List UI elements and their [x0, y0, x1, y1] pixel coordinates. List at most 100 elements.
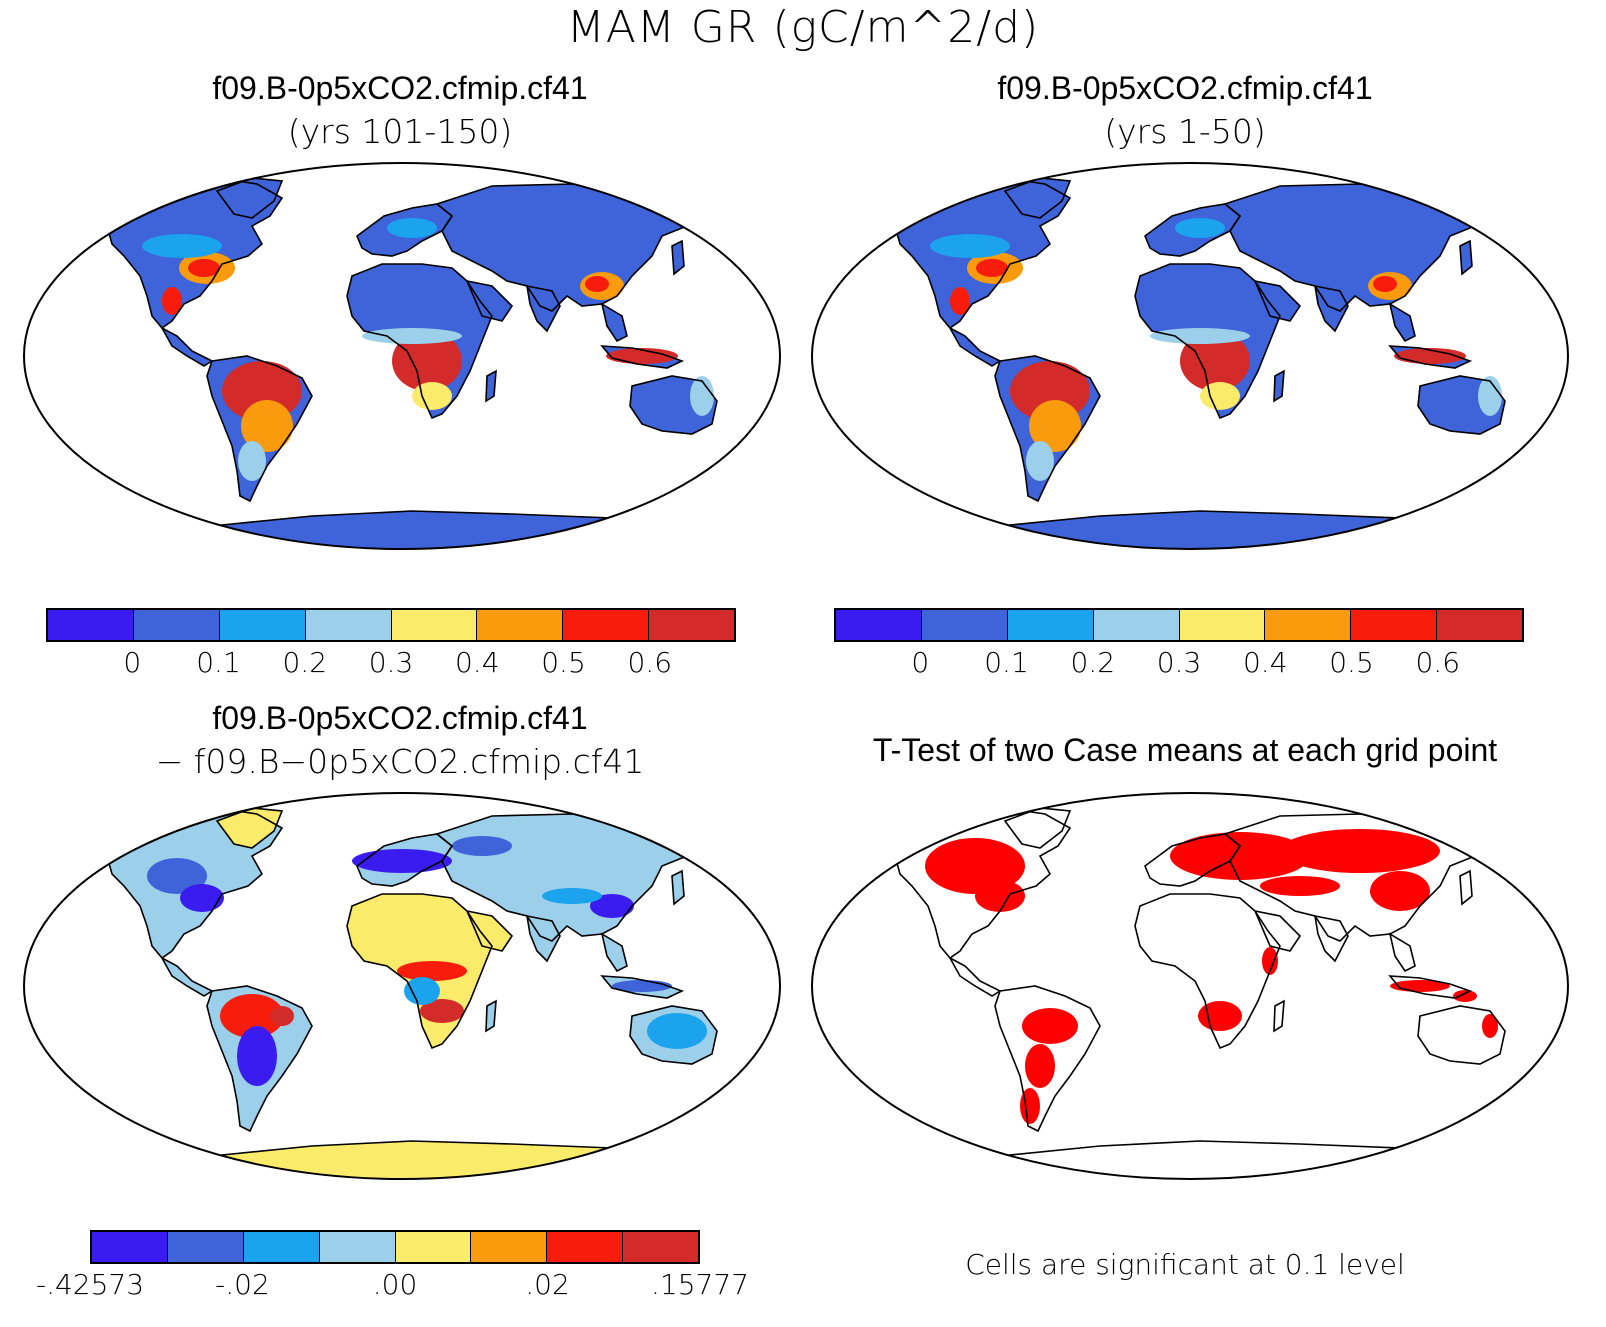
colorbar-tick-label: 0.5: [541, 646, 586, 679]
field-region: [585, 276, 609, 292]
colorbar-segment: [219, 610, 306, 640]
coastline-madagascar: [1273, 369, 1285, 403]
field-region: [1029, 400, 1081, 452]
panel-title-bottom-right: T-Test of two Case means at each grid po…: [872, 732, 1498, 768]
field-region: [238, 441, 266, 481]
colorbar-segment: [836, 610, 922, 640]
coastline-australia: [629, 1005, 718, 1065]
land-seAsia: [602, 304, 627, 341]
colorbar-tick-label: 0.2: [1070, 646, 1116, 679]
coastline-southAmerica: [206, 355, 313, 503]
colorbar-segment: [921, 610, 1008, 640]
field-region: [147, 858, 207, 894]
colorbar-tick-label: 0.5: [1329, 646, 1374, 679]
colorbar-tick-label: 0.1: [196, 646, 241, 679]
colorbar-segment: [1093, 610, 1180, 640]
field-region: [950, 287, 970, 315]
field-region: [975, 880, 1025, 912]
field-region: [647, 1013, 707, 1049]
coastline-australia: [1417, 375, 1506, 435]
colorbar-tick-label: 0: [911, 646, 930, 679]
colorbar-tick-label: -.02: [215, 1268, 270, 1301]
land-seAsia: [1390, 304, 1415, 341]
coastline-centralAmerica: [159, 326, 214, 367]
coastline-seAsia: [600, 302, 628, 343]
coastline-india: [1314, 914, 1349, 963]
colorbar-segment: [391, 610, 478, 640]
coastline-australia: [1417, 1005, 1506, 1065]
field-region: [1025, 1044, 1055, 1088]
field-region: [241, 400, 293, 452]
field-region: [1200, 382, 1240, 410]
colorbar-segment: [1351, 610, 1438, 640]
land-seAsia: [602, 934, 627, 971]
field-region: [387, 218, 437, 238]
field-region: [362, 328, 462, 344]
colorbar-segment: [133, 610, 220, 640]
colorbar-segment: [395, 1232, 472, 1262]
land-japan: [1460, 241, 1472, 274]
map-border: [811, 162, 1569, 550]
field-region: [1170, 832, 1310, 880]
field-region: [397, 961, 467, 981]
field-region: [606, 348, 678, 364]
world-map-ttest: [811, 792, 1569, 1180]
world-map-case2: [811, 162, 1569, 550]
field-region: [237, 1026, 277, 1086]
field-region: [976, 259, 1008, 277]
colorbar-segment: [563, 610, 650, 640]
significance-note: Cells are significant at 0.1 level: [965, 1248, 1405, 1281]
coastline-southAmerica: [206, 985, 313, 1133]
world-map-case1: [23, 162, 781, 550]
field-region: [162, 287, 182, 315]
land-japan: [672, 241, 684, 274]
field-region: [1262, 947, 1278, 975]
colorbar-tick-label: 0.3: [368, 646, 414, 679]
map-border: [23, 792, 781, 1180]
field-region: [180, 884, 224, 912]
coastline-india: [526, 284, 561, 333]
coastline-southAmerica: [994, 355, 1101, 503]
panel-title-bottom-left: f09.B-0p5xCO2.cfmip.cf41: [212, 700, 588, 736]
land-arabia: [1255, 281, 1300, 321]
field-region: [1180, 331, 1250, 391]
colorbar-segment: [649, 610, 734, 640]
field-region: [270, 1006, 294, 1026]
field-region: [188, 259, 220, 277]
land-antarctica: [880, 1141, 1530, 1179]
land-asia: [1225, 184, 1490, 311]
map-land-layer: [879, 807, 1533, 1179]
coastline-seAsia: [1388, 302, 1416, 343]
colorbar-segment: [1179, 610, 1266, 640]
colorbar-tick-label: 0.2: [282, 646, 328, 679]
coastline-indonesia: [600, 975, 685, 999]
coastline-africa: [1134, 263, 1281, 420]
coastline-southAmerica: [994, 985, 1101, 1133]
coastline-africa: [346, 263, 493, 420]
land-asia: [437, 184, 702, 311]
panel-subtitle-top-right: (yrs 1-50): [1104, 112, 1266, 151]
panel-subtitle-top-left: (yrs 101-150): [287, 112, 513, 151]
coastline-arabia: [1253, 279, 1302, 322]
colorbar-tick-label: .02: [525, 1268, 570, 1301]
figure-title: MAM GR (gC/m^2/d): [566, 2, 1040, 53]
coastline-europe: [356, 833, 454, 887]
field-region: [1026, 441, 1054, 481]
colorbar-tick-label: 0: [123, 646, 142, 679]
land-japan: [672, 871, 684, 904]
coastline-africa: [1134, 893, 1281, 1050]
coastline-centralAmerica: [947, 956, 1002, 997]
coastline-indonesia: [1388, 975, 1473, 999]
colorbar-segment: [1007, 610, 1094, 640]
field-region: [1394, 348, 1466, 364]
colorbar-segment: [167, 1232, 244, 1262]
field-region: [1198, 1001, 1242, 1031]
coastline-africa: [346, 893, 493, 1050]
field-region: [452, 836, 512, 856]
colorbar-segment: [243, 1232, 320, 1262]
field-region: [1373, 276, 1397, 292]
field-region: [142, 234, 222, 258]
land-arabia: [467, 281, 512, 321]
field-region: [1280, 829, 1440, 873]
colorbar-segment: [547, 1232, 624, 1262]
